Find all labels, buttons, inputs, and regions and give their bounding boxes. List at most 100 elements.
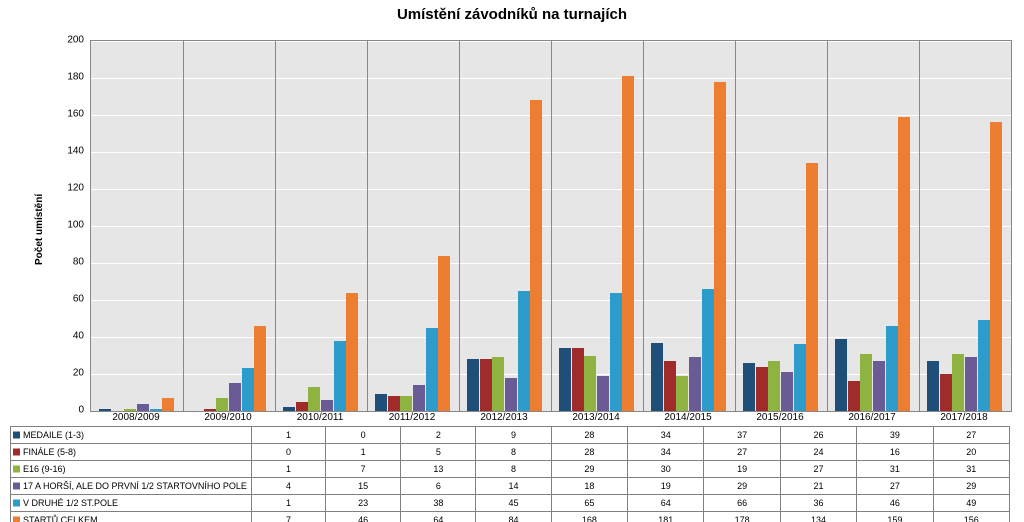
series-name: STARTŮ CELKEM [23, 515, 98, 522]
table-cell: 19 [628, 478, 704, 495]
bar [400, 396, 412, 411]
table-row: MEDAILE (1-3)1029283437263927 [11, 427, 1010, 444]
bar [467, 359, 479, 411]
series-label: 17 A HORŠÍ, ALE DO PRVNÍ 1/2 STARTOVNÍHO… [11, 478, 252, 495]
bar [559, 348, 571, 411]
legend-swatch [13, 449, 20, 456]
table-cell: 0 [326, 427, 401, 444]
x-tick: 2011/2012 [366, 412, 458, 423]
bar [254, 326, 266, 411]
table-cell: 159 [857, 512, 933, 522]
series-label: V DRUHÉ 1/2 ST.POLE [11, 495, 252, 512]
table-cell: 27 [704, 444, 780, 461]
category-separator [919, 41, 920, 411]
data-table: 2008/20092009/20102010/20112011/20122012… [10, 426, 1010, 522]
bar [346, 293, 358, 411]
category-separator [459, 41, 460, 411]
table-cell: 34 [628, 427, 704, 444]
table-cell: 64 [401, 512, 476, 522]
bar [308, 387, 320, 411]
table-cell: 13 [401, 461, 476, 478]
bar [622, 76, 634, 411]
plot-area [90, 40, 1012, 412]
category-separator [827, 41, 828, 411]
y-tick: 0 [50, 405, 84, 416]
legend-swatch [13, 500, 20, 507]
table-cell: 5 [401, 444, 476, 461]
bar [714, 82, 726, 411]
legend-swatch [13, 483, 20, 490]
table-row: E16 (9-16)17138293019273131 [11, 461, 1010, 478]
y-axis-label: Počet umístění [34, 194, 45, 265]
plot-inner [91, 41, 1011, 411]
chart-title: Umístění závodníků na turnajích [0, 0, 1024, 27]
bar [898, 117, 910, 411]
bar [886, 326, 898, 411]
category-separator [551, 41, 552, 411]
y-tick: 200 [50, 35, 84, 46]
series-name: FINÁLE (5-8) [23, 447, 76, 457]
table-cell: 38 [401, 495, 476, 512]
bar [860, 354, 872, 411]
bar [651, 343, 663, 411]
table-cell: 1 [326, 444, 401, 461]
table-cell: 45 [476, 495, 551, 512]
x-tick: 2010/2011 [274, 412, 366, 423]
table-cell: 27 [857, 478, 933, 495]
table-cell: 66 [704, 495, 780, 512]
table-cell: 64 [628, 495, 704, 512]
x-tick: 2008/2009 [90, 412, 182, 423]
table-cell: 8 [476, 444, 551, 461]
chart-root: Umístění závodníků na turnajích Počet um… [0, 0, 1024, 522]
table-row: STARTŮ CELKEM7466484168181178134159156 [11, 512, 1010, 522]
bar [781, 372, 793, 411]
bar [375, 394, 387, 411]
y-tick: 160 [50, 109, 84, 120]
y-tick: 60 [50, 294, 84, 305]
table-cell: 178 [704, 512, 780, 522]
series-label: FINÁLE (5-8) [11, 444, 252, 461]
series-name: 17 A HORŠÍ, ALE DO PRVNÍ 1/2 STARTOVNÍHO… [23, 481, 247, 491]
table-row: FINÁLE (5-8)0158283427241620 [11, 444, 1010, 461]
bar [689, 357, 701, 411]
table-cell: 168 [551, 512, 627, 522]
legend-swatch [13, 517, 20, 522]
bar [242, 368, 254, 411]
bar [584, 356, 596, 412]
legend-swatch [13, 466, 20, 473]
bar [794, 344, 806, 411]
bar [480, 359, 492, 411]
bar [518, 291, 530, 411]
table-cell: 1 [251, 461, 325, 478]
series-label: E16 (9-16) [11, 461, 252, 478]
bar [835, 339, 847, 411]
bar [426, 328, 438, 411]
table-cell: 65 [551, 495, 627, 512]
x-tick: 2017/2018 [918, 412, 1010, 423]
category-separator [367, 41, 368, 411]
table-cell: 26 [780, 427, 856, 444]
table-cell: 27 [933, 427, 1009, 444]
bar [952, 354, 964, 411]
y-tick: 40 [50, 331, 84, 342]
x-tick: 2009/2010 [182, 412, 274, 423]
table-cell: 181 [628, 512, 704, 522]
bar [388, 396, 400, 411]
bar [848, 381, 860, 411]
table-cell: 29 [551, 461, 627, 478]
bar [702, 289, 714, 411]
category-separator [643, 41, 644, 411]
table-cell: 15 [326, 478, 401, 495]
x-tick: 2014/2015 [642, 412, 734, 423]
table-cell: 7 [326, 461, 401, 478]
table-cell: 28 [551, 427, 627, 444]
bar [965, 357, 977, 411]
table-row: V DRUHÉ 1/2 ST.POLE1233845656466364649 [11, 495, 1010, 512]
table-cell: 0 [251, 444, 325, 461]
series-name: E16 (9-16) [23, 464, 66, 474]
bar [927, 361, 939, 411]
table-row: 17 A HORŠÍ, ALE DO PRVNÍ 1/2 STARTOVNÍHO… [11, 478, 1010, 495]
category-separator [735, 41, 736, 411]
bar [756, 367, 768, 411]
x-tick: 2013/2014 [550, 412, 642, 423]
